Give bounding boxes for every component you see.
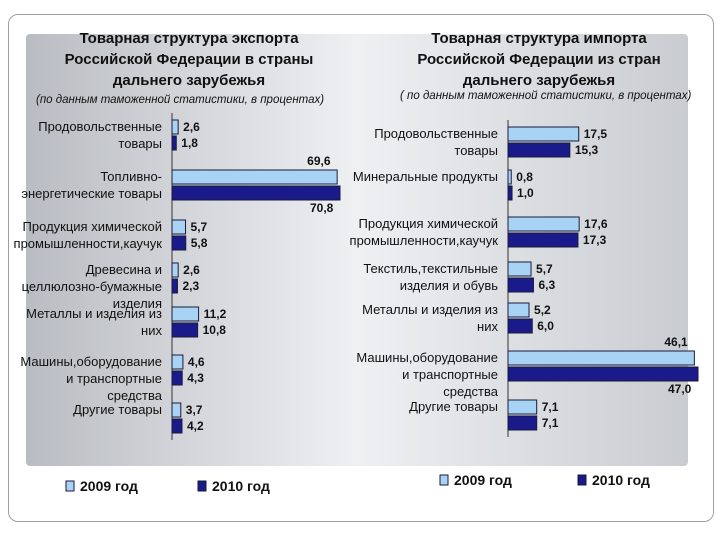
category-label: Минеральные продукты xyxy=(352,169,498,184)
bar xyxy=(507,302,530,318)
bar xyxy=(171,219,187,235)
chart-title: Товарная структура импорта Российской Фе… xyxy=(417,30,661,89)
category-label: Текстиль,текстильные изделия и обувь xyxy=(363,261,498,293)
category-label: Древесина и целлюлозно-бумажные изделия xyxy=(21,262,162,311)
category-label: Машины,оборудование и транспортные средс… xyxy=(356,350,498,399)
bar xyxy=(171,135,177,151)
value-label: 6,3 xyxy=(538,278,556,292)
value-label: 5,7 xyxy=(190,220,208,234)
legend-swatch xyxy=(577,474,587,486)
value-label: 2,3 xyxy=(182,279,200,293)
bar xyxy=(171,354,184,370)
chart-subtitle: (по данным таможенной статистики, в проц… xyxy=(36,94,325,106)
bar xyxy=(507,142,571,158)
value-label: 15,3 xyxy=(574,143,599,157)
value-label: 4,3 xyxy=(187,371,204,385)
value-label: 4,6 xyxy=(187,355,205,369)
bar xyxy=(171,185,341,201)
value-label: 5,2 xyxy=(534,303,551,317)
category-label: Топливно-энергетические товары xyxy=(21,169,162,201)
legend-label: 2009 год xyxy=(454,472,512,488)
legend-label: 2010 год xyxy=(212,478,270,494)
value-label: 5,8 xyxy=(190,236,208,250)
value-label: 17,5 xyxy=(583,127,608,141)
category-label: Продукция химической промышленности,кауч… xyxy=(13,219,162,251)
value-label: 17,6 xyxy=(584,217,608,231)
bar xyxy=(171,306,200,322)
bar xyxy=(507,318,533,334)
value-label: 1,0 xyxy=(517,186,534,200)
value-label: 70,8 xyxy=(310,201,334,215)
category-label: Продукция химической промышленности,кауч… xyxy=(349,216,498,248)
category-label: Другие товары xyxy=(73,402,162,417)
category-label: Продовольственные товары xyxy=(374,126,498,158)
bar xyxy=(171,235,187,251)
bar xyxy=(507,399,538,415)
chart-subtitle: ( по данным таможенной статистики, в про… xyxy=(400,90,692,102)
legend-label: 2009 год xyxy=(80,478,138,494)
bar xyxy=(171,322,199,338)
value-label: 69,6 xyxy=(307,154,331,168)
category-label: Продовольственные товары xyxy=(38,119,162,151)
value-label: 11,2 xyxy=(203,307,227,321)
category-label: Другие товары xyxy=(409,399,498,414)
chart-title: Товарная структура экспорта Российской Ф… xyxy=(64,30,314,89)
category-label: Металлы и изделия из них xyxy=(26,306,162,338)
bar xyxy=(171,278,178,294)
value-label: 2,6 xyxy=(183,120,200,134)
bar xyxy=(171,169,338,185)
slide-frame xyxy=(8,14,714,522)
bar xyxy=(507,169,512,185)
bar xyxy=(171,119,179,135)
value-label: 17,3 xyxy=(582,233,607,247)
value-label: 4,2 xyxy=(186,419,204,433)
legend-label: 2010 год xyxy=(592,472,650,488)
legend-swatch xyxy=(439,474,449,486)
bar xyxy=(171,262,179,278)
chart-panel xyxy=(26,34,688,466)
value-label: 0,8 xyxy=(516,170,533,184)
category-label: Металлы и изделия из них xyxy=(362,302,498,334)
value-label: 46,1 xyxy=(664,335,688,349)
bar xyxy=(507,232,579,248)
bar xyxy=(171,402,182,418)
bar xyxy=(507,261,532,277)
bar xyxy=(171,370,183,386)
legend-swatch xyxy=(65,480,75,492)
bar xyxy=(507,216,580,232)
bar xyxy=(507,415,538,431)
bar xyxy=(171,418,183,434)
bar xyxy=(507,277,534,293)
value-label: 1,8 xyxy=(181,136,198,150)
value-label: 7,1 xyxy=(541,400,559,414)
value-label: 6,0 xyxy=(537,319,554,333)
legend-swatch xyxy=(197,480,207,492)
category-label: Машины,оборудование и транспортные средс… xyxy=(20,354,162,403)
bar xyxy=(507,185,513,201)
bar xyxy=(507,366,699,382)
bar xyxy=(507,350,695,366)
value-label: 47,0 xyxy=(668,382,692,396)
value-label: 7,1 xyxy=(541,416,559,430)
value-label: 10,8 xyxy=(202,323,226,337)
bar xyxy=(507,126,580,142)
value-label: 3,7 xyxy=(185,403,203,417)
value-label: 2,6 xyxy=(183,263,200,277)
value-label: 5,7 xyxy=(536,262,553,276)
